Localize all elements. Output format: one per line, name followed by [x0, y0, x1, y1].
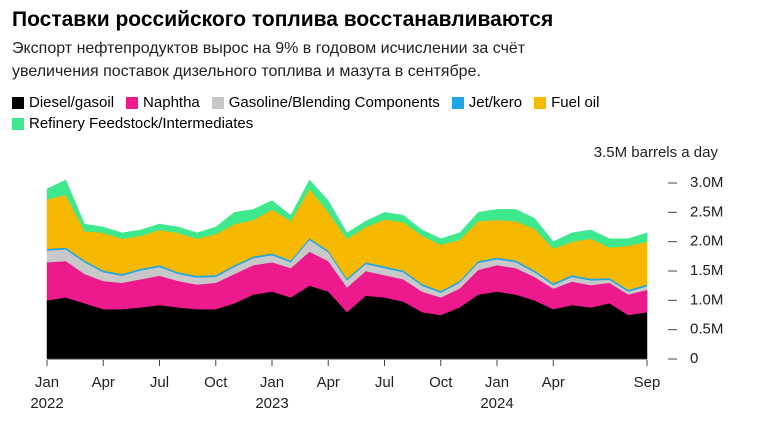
chart-title: Поставки российского топлива восстанавли…	[12, 8, 554, 31]
legend-swatch	[126, 96, 139, 109]
subtitle: увеличения поставок дизельного топлива и…	[12, 63, 481, 80]
x-tick-label: Sep	[634, 374, 661, 391]
y-tick-label: 2.5M	[690, 203, 723, 220]
y-tick-label: 0	[690, 350, 698, 367]
legend-swatch	[451, 96, 464, 109]
subtitle: Экспорт нефтепродуктов вырос на 9% в год…	[12, 40, 526, 57]
x-tick-label: Jan	[35, 374, 59, 391]
legend-label: Jet/kero	[468, 94, 523, 111]
legend-label: Diesel/gasoil	[29, 94, 115, 111]
legend-label: Fuel oil	[551, 94, 600, 111]
x-tick-label: Jul	[150, 374, 169, 391]
legend-item: Fuel oil	[534, 94, 599, 111]
y-tick-label: 1.5M	[690, 262, 723, 279]
legend-swatch	[12, 117, 24, 130]
legend-item: Naphtha	[126, 94, 200, 111]
y-axis-label: 3.5M barrels a day	[594, 144, 719, 161]
legend-label: Naphtha	[143, 94, 200, 111]
x-year-label: 2023	[255, 395, 288, 412]
area	[46, 179, 648, 249]
legend: Diesel/gasoil Naphtha Gasoline/Blending Co…	[12, 94, 712, 132]
legend-swatch	[12, 96, 24, 109]
x-tick-label: Oct	[204, 374, 228, 391]
x-year-label: 2022	[30, 395, 63, 412]
legend-item: Gasoline/Blending Components	[211, 94, 440, 111]
legend-item: Refinery Feedstock/Intermediates	[12, 115, 253, 132]
y-tick-label: 0.5M	[690, 321, 723, 338]
x-tick-label: Apr	[317, 374, 340, 391]
x-tick-label: Apr	[542, 374, 565, 391]
y-tick-label: 2.0M	[690, 233, 723, 250]
legend-item: Jet/kero	[451, 94, 523, 111]
legend-label: Refinery Feedstock/Intermediates	[29, 115, 254, 132]
y-tick-label: 3.0M	[690, 174, 723, 191]
x-tick-label: Apr	[92, 374, 115, 391]
legend-item: Diesel/gasoil	[12, 94, 114, 111]
legend-swatch	[534, 96, 547, 109]
legend-label: Gasoline/Blending Components	[228, 94, 440, 111]
x-tick-label: Oct	[429, 374, 453, 391]
y-tick-label: 1.0M	[690, 291, 723, 308]
legend-swatch	[211, 96, 224, 109]
x-tick-label: Jan	[485, 374, 509, 391]
x-tick-label: Jan	[260, 374, 284, 391]
x-year-label: 2024	[480, 395, 513, 412]
x-tick-label: Jul	[375, 374, 394, 391]
